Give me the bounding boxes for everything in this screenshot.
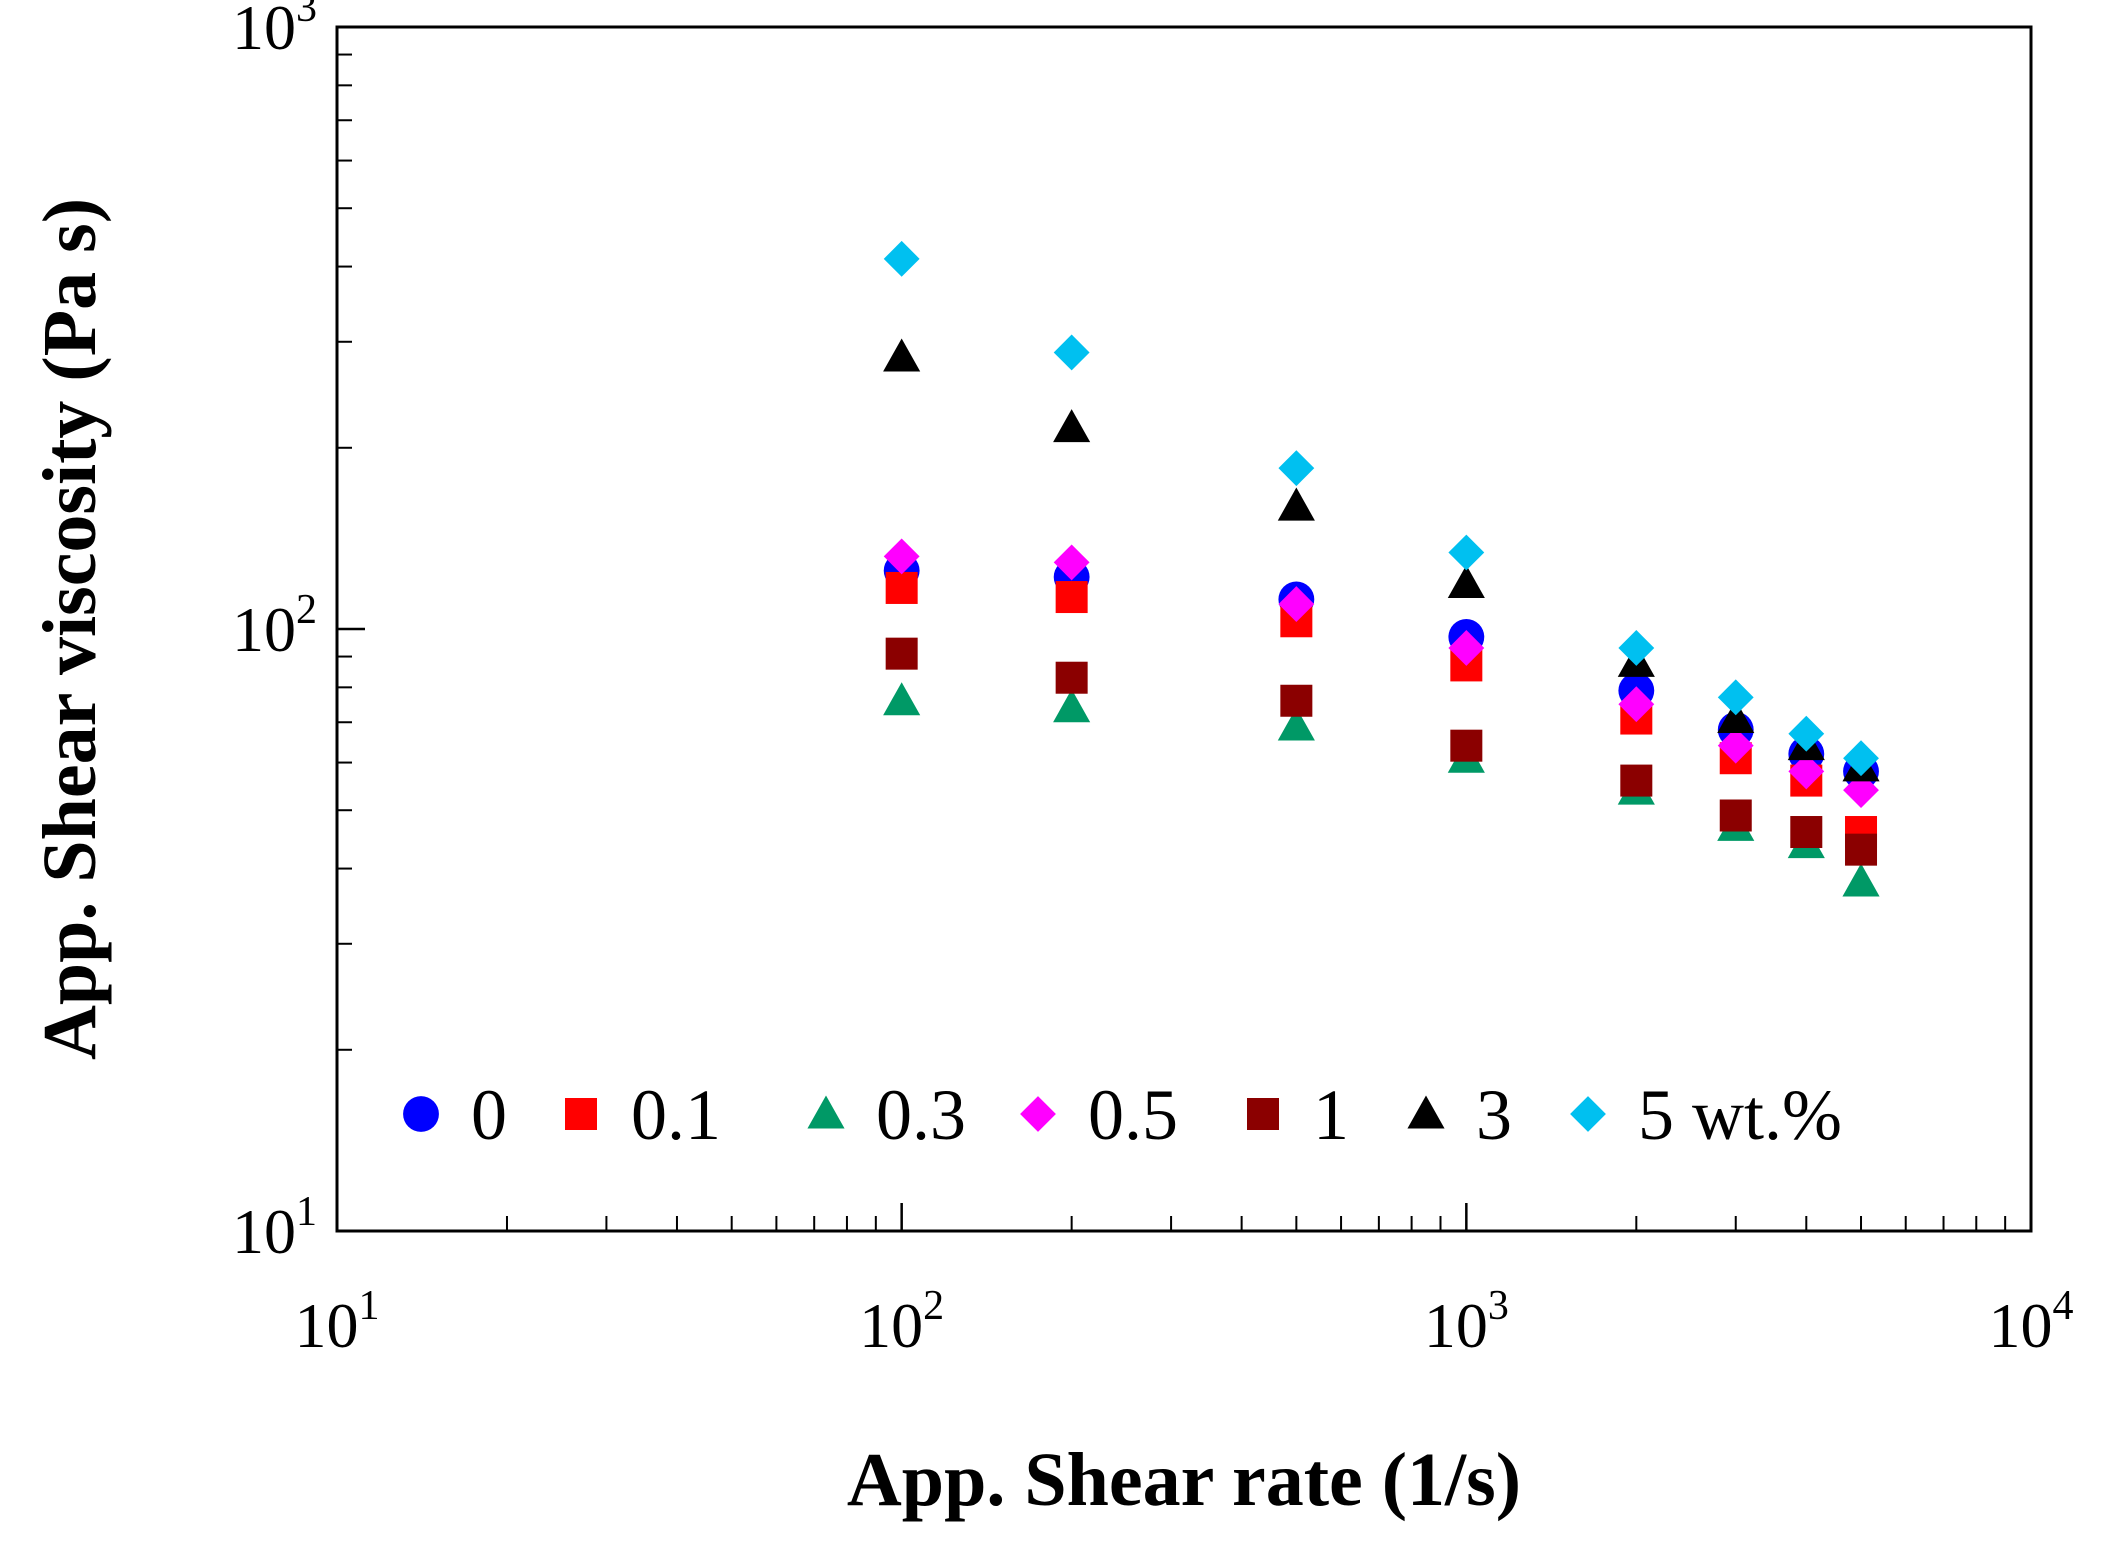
major-ticks (337, 627, 1468, 1231)
x-axis-title: App. Shear rate (1/s) (847, 1438, 1521, 1522)
data-point (1278, 586, 1315, 623)
data-point (1448, 630, 1485, 666)
x-tick-labels: 101 102 103 104 (295, 1283, 2074, 1361)
data-point (883, 538, 920, 575)
data-point (1845, 833, 1878, 866)
data-point (1790, 816, 1823, 849)
minor-ticks (337, 53, 2007, 1231)
data-point (883, 338, 921, 372)
data-point (1717, 727, 1754, 764)
legend-item: 1 (1247, 1075, 1349, 1155)
data-point (1277, 487, 1315, 521)
legend-marker (1407, 1095, 1445, 1129)
legend-item: 0.5 (1020, 1075, 1178, 1155)
data-point (885, 637, 918, 670)
legend-item: 0.1 (565, 1075, 721, 1155)
data-point (1055, 581, 1088, 614)
legend-item: 0.3 (807, 1075, 966, 1155)
y-axis-title: App. Shear viscosity (Pa s) (28, 198, 112, 1060)
legend-label: 5 wt.% (1638, 1075, 1842, 1155)
data-point (1448, 534, 1485, 571)
data-point (883, 240, 920, 277)
data-point (1717, 679, 1754, 716)
data-point (1278, 450, 1315, 487)
series-5 (883, 338, 1880, 782)
data-point (1053, 334, 1090, 371)
data-point (1277, 707, 1315, 741)
legend-item: 5 wt.% (1570, 1075, 1842, 1155)
legend-label: 3 (1476, 1075, 1512, 1155)
data-point (1450, 729, 1483, 762)
x-tick-label: 103 (1424, 1283, 1509, 1361)
data-point (883, 682, 921, 716)
y-tick-label: 101 (232, 1189, 317, 1267)
data-point (1788, 753, 1825, 790)
data-point (1842, 863, 1880, 897)
legend-marker (565, 1098, 597, 1130)
data-point (1620, 764, 1653, 797)
legend: 0 0.1 0.3 0.5 1 3 5 wt.% (403, 1075, 1842, 1155)
legend-item: 0 (403, 1075, 507, 1155)
x-tick-label: 104 (1989, 1283, 2074, 1361)
legend-label: 0 (471, 1075, 507, 1155)
series-4 (885, 637, 1878, 866)
legend-marker (403, 1096, 439, 1132)
data-point (1053, 544, 1090, 581)
data-point (1788, 715, 1825, 752)
data-point (1447, 564, 1485, 598)
data-point (1280, 684, 1313, 717)
data-point (1618, 630, 1655, 666)
data-point (1618, 686, 1655, 723)
data-point (1719, 799, 1752, 832)
data-point (1055, 661, 1088, 694)
plot-frame (335, 25, 2033, 1233)
data-point (1843, 740, 1879, 777)
series-6 (883, 240, 1879, 777)
data-point (1053, 409, 1091, 443)
data-point (1717, 699, 1755, 734)
legend-label: 0.3 (876, 1075, 966, 1155)
y-tick-label: 102 (232, 587, 317, 665)
legend-marker (1020, 1096, 1056, 1132)
series-3 (883, 538, 1879, 809)
legend-label: 0.5 (1088, 1075, 1178, 1155)
legend-item: 3 (1407, 1075, 1512, 1155)
x-tick-label: 101 (295, 1283, 380, 1361)
data-point (885, 571, 918, 604)
legend-marker (1570, 1096, 1606, 1132)
data-points (883, 240, 1880, 897)
y-tick-label: 103 (232, 0, 317, 63)
legend-label: 1 (1313, 1075, 1349, 1155)
legend-marker (1247, 1098, 1279, 1130)
legend-label: 0.1 (631, 1075, 721, 1155)
x-tick-label: 102 (859, 1283, 944, 1361)
y-tick-labels: 101 102 103 (232, 0, 317, 1267)
data-point (1053, 689, 1091, 723)
legend-marker (807, 1095, 845, 1129)
